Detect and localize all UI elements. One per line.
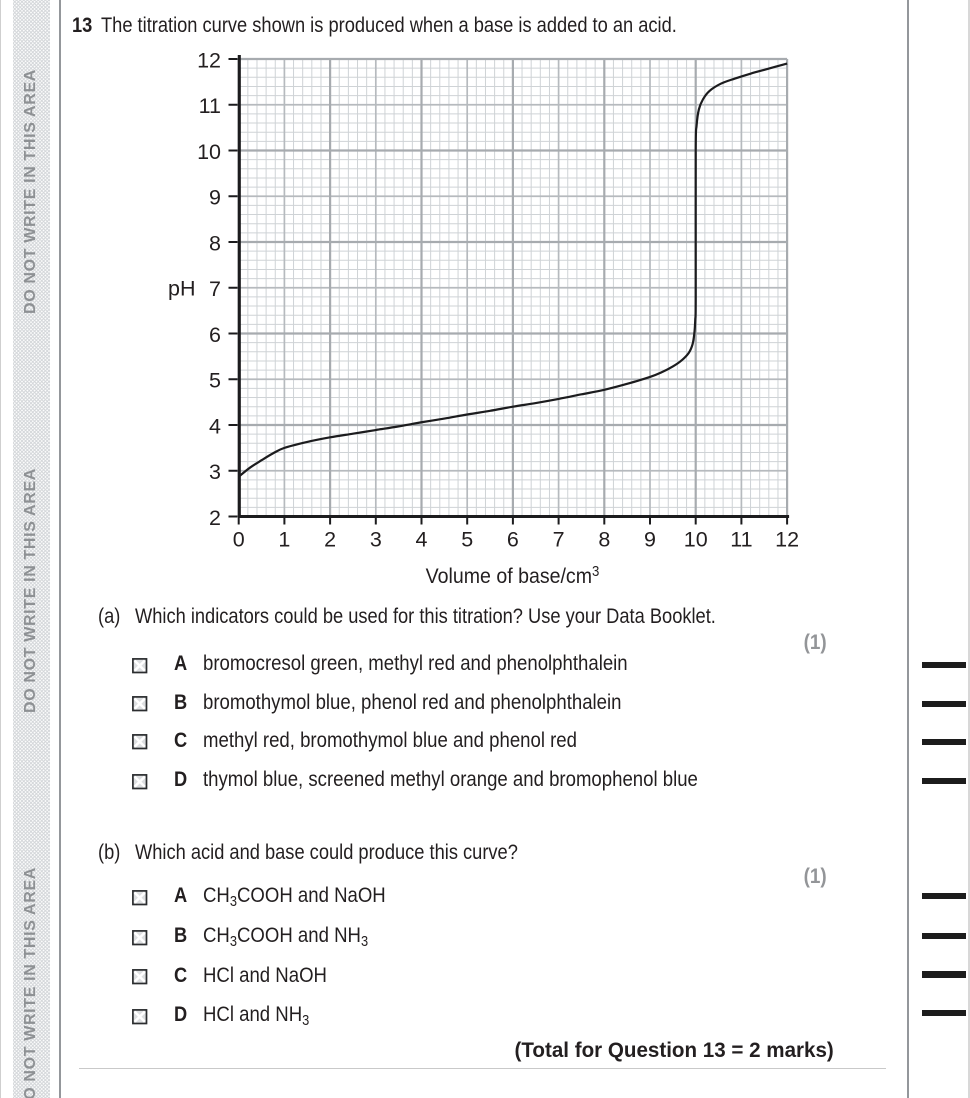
svg-text:pH: pH [168,277,195,301]
svg-text:8: 8 [598,528,610,552]
svg-text:2: 2 [324,528,336,552]
svg-text:8: 8 [209,231,221,255]
svg-text:10: 10 [684,528,708,552]
svg-text:3: 3 [209,460,221,484]
svg-text:3: 3 [370,528,382,552]
svg-text:12: 12 [197,48,221,72]
svg-text:9: 9 [209,186,221,210]
svg-text:5: 5 [461,528,473,552]
svg-text:4: 4 [209,414,221,438]
svg-text:7: 7 [553,528,565,552]
svg-text:12: 12 [775,528,799,552]
svg-text:Volume of base/cm3: Volume of base/cm3 [426,562,600,588]
svg-text:7: 7 [209,277,221,301]
svg-text:5: 5 [209,369,221,393]
svg-text:0: 0 [233,528,245,552]
svg-text:9: 9 [644,528,656,552]
svg-text:11: 11 [199,94,221,118]
svg-text:4: 4 [416,528,428,552]
svg-text:11: 11 [730,528,752,552]
svg-text:10: 10 [197,140,221,164]
svg-text:1: 1 [278,528,290,552]
svg-text:6: 6 [209,323,221,347]
svg-text:2: 2 [209,506,221,530]
svg-text:6: 6 [507,528,519,552]
